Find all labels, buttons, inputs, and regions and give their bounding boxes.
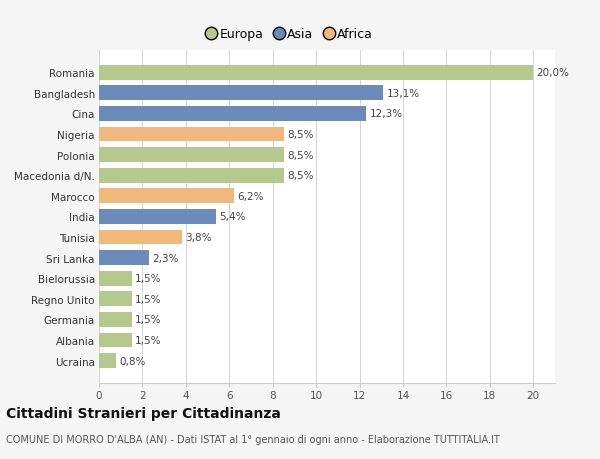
- Text: 13,1%: 13,1%: [387, 89, 420, 99]
- Bar: [99, 209, 216, 224]
- Text: 8,5%: 8,5%: [287, 150, 313, 160]
- Text: 5,4%: 5,4%: [220, 212, 246, 222]
- Bar: [99, 291, 131, 307]
- Text: 1,5%: 1,5%: [135, 274, 161, 284]
- Text: 0,8%: 0,8%: [119, 356, 146, 366]
- Text: 12,3%: 12,3%: [370, 109, 403, 119]
- Bar: [99, 127, 284, 142]
- Legend: Europa, Asia, Africa: Europa, Asia, Africa: [203, 23, 378, 46]
- Text: 2,3%: 2,3%: [152, 253, 179, 263]
- Text: 8,5%: 8,5%: [287, 171, 313, 181]
- Bar: [99, 148, 284, 162]
- Bar: [99, 86, 383, 101]
- Text: 1,5%: 1,5%: [135, 294, 161, 304]
- Bar: [99, 107, 366, 122]
- Bar: [99, 271, 131, 286]
- Bar: [99, 353, 116, 368]
- Text: 20,0%: 20,0%: [536, 68, 569, 78]
- Bar: [99, 189, 233, 204]
- Text: 1,5%: 1,5%: [135, 335, 161, 345]
- Bar: [99, 230, 182, 245]
- Text: 1,5%: 1,5%: [135, 315, 161, 325]
- Text: COMUNE DI MORRO D'ALBA (AN) - Dati ISTAT al 1° gennaio di ogni anno - Elaborazio: COMUNE DI MORRO D'ALBA (AN) - Dati ISTAT…: [6, 434, 500, 444]
- Text: 3,8%: 3,8%: [185, 232, 211, 242]
- Text: Cittadini Stranieri per Cittadinanza: Cittadini Stranieri per Cittadinanza: [6, 406, 281, 420]
- Text: 6,2%: 6,2%: [237, 191, 263, 202]
- Bar: [99, 66, 533, 80]
- Bar: [99, 333, 131, 347]
- Bar: [99, 312, 131, 327]
- Bar: [99, 251, 149, 265]
- Text: 8,5%: 8,5%: [287, 130, 313, 140]
- Bar: [99, 168, 284, 183]
